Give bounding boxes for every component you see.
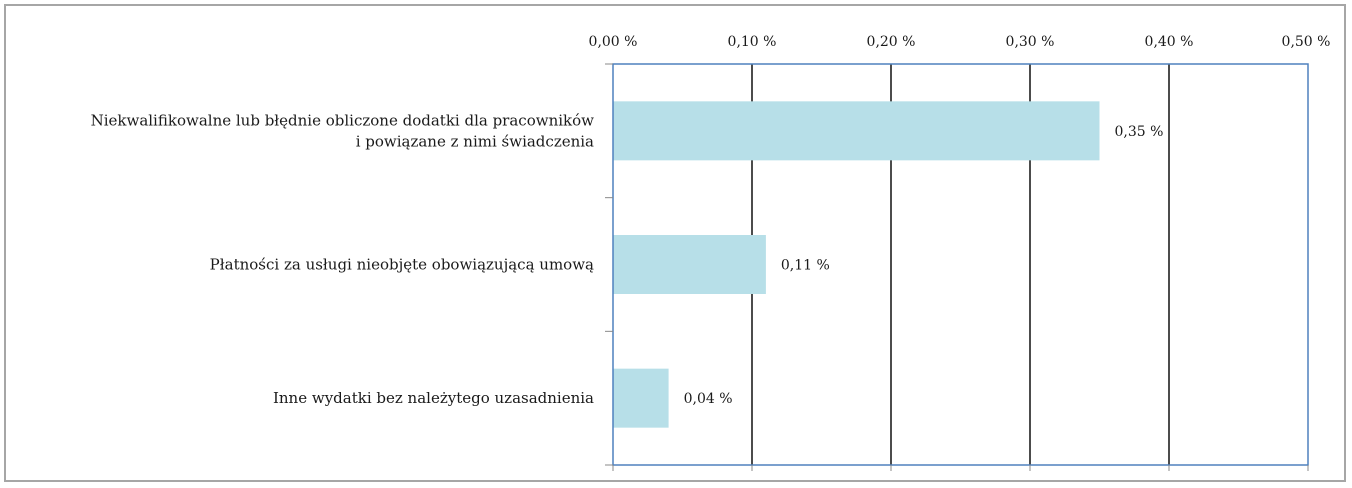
bar-2 [613,235,766,294]
x-tick-label-2: 0,20 % [867,34,916,50]
x-tick-label-1: 0,10 % [728,34,777,50]
bar-1 [613,101,1100,161]
x-tick-label-5: 0,50 % [1282,34,1331,50]
data-label-2: 0,11 % [781,258,830,274]
data-label-3: 0,04 % [684,391,733,407]
x-tick-label-0: 0,00 % [589,34,638,50]
plot-border [612,63,1309,466]
data-label-1: 0,35 % [1115,124,1164,140]
category-label-3-line-1: Inne wydatki bez należytego uzasadnienia [273,389,594,407]
category-label-2-line-1: Płatności za usługi nieobjęte obowiązują… [210,256,594,274]
category-label-1-line-2: i powiązane z nimi świadczenia [356,132,594,150]
x-tick-label-3: 0,30 % [1006,34,1055,50]
bar-3 [613,368,669,428]
x-tick-label-4: 0,40 % [1145,34,1194,50]
category-label-1-line-1: Niekwalifikowalne lub błędnie obliczone … [91,111,595,129]
